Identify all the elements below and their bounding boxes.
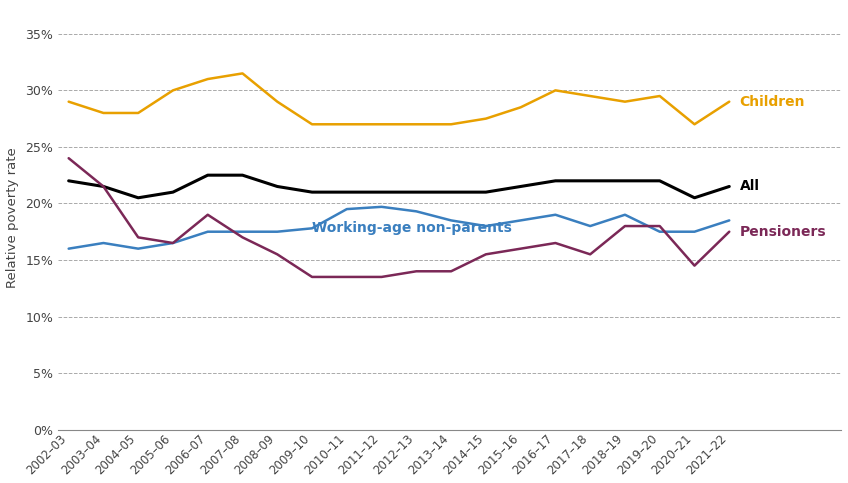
Y-axis label: Relative poverty rate: Relative poverty rate <box>6 147 19 288</box>
Text: All: All <box>739 180 760 194</box>
Text: Children: Children <box>739 95 806 109</box>
Text: Pensioners: Pensioners <box>739 225 826 239</box>
Text: Working-age non-parents: Working-age non-parents <box>312 221 512 235</box>
